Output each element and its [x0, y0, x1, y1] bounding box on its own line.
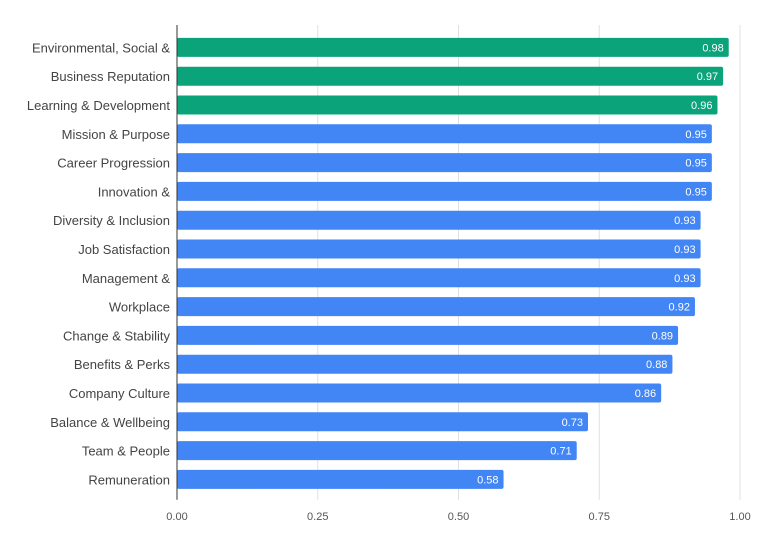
data-label: 0.92 — [669, 302, 690, 314]
data-label: 0.95 — [685, 129, 706, 141]
category-label: Workplace — [109, 300, 170, 315]
category-label: Management & — [82, 271, 170, 286]
bar — [177, 268, 701, 288]
data-label: 0.88 — [646, 359, 667, 371]
x-tick-label: 0.75 — [589, 511, 610, 523]
bar — [177, 95, 718, 115]
category-label: Benefits & Perks — [74, 357, 171, 372]
x-tick-label: 0.25 — [307, 511, 328, 523]
data-label: 0.96 — [691, 100, 712, 112]
bar — [177, 325, 679, 345]
data-label: 0.71 — [550, 446, 571, 458]
category-label: Change & Stability — [63, 328, 170, 343]
category-label: Environmental, Social & — [32, 40, 170, 55]
bar — [177, 412, 588, 432]
category-label: Business Reputation — [51, 69, 170, 84]
bar — [177, 469, 504, 489]
category-label: Career Progression — [57, 156, 170, 171]
x-tick-label: 0.50 — [448, 511, 469, 523]
bar — [177, 153, 712, 173]
category-label: Job Satisfaction — [78, 242, 170, 257]
bar — [177, 297, 695, 317]
bar — [177, 66, 724, 86]
category-label: Innovation & — [98, 184, 171, 199]
bar — [177, 354, 673, 374]
data-label: 0.93 — [674, 273, 695, 285]
category-label: Remuneration — [88, 472, 170, 487]
bar — [177, 124, 712, 144]
data-label: 0.97 — [697, 71, 718, 83]
x-tick-label: 1.00 — [729, 511, 750, 523]
data-label: 0.93 — [674, 244, 695, 256]
category-label: Team & People — [82, 444, 170, 459]
bar — [177, 181, 712, 201]
category-label: Diversity & Inclusion — [53, 213, 170, 228]
bar — [177, 383, 662, 403]
data-label: 0.98 — [702, 42, 723, 54]
data-label: 0.73 — [562, 417, 583, 429]
data-label: 0.89 — [652, 330, 673, 342]
data-label: 0.86 — [635, 388, 656, 400]
bar — [177, 37, 729, 57]
data-label: 0.58 — [477, 474, 498, 486]
category-label: Balance & Wellbeing — [50, 415, 170, 430]
category-label: Company Culture — [69, 386, 170, 401]
data-label: 0.93 — [674, 215, 695, 227]
bar — [177, 441, 577, 461]
category-label: Learning & Development — [27, 98, 170, 113]
x-tick-label: 0.00 — [166, 511, 187, 523]
bar — [177, 210, 701, 230]
bar — [177, 239, 701, 259]
data-label: 0.95 — [685, 186, 706, 198]
data-label: 0.95 — [685, 158, 706, 170]
category-label: Mission & Purpose — [62, 127, 170, 142]
